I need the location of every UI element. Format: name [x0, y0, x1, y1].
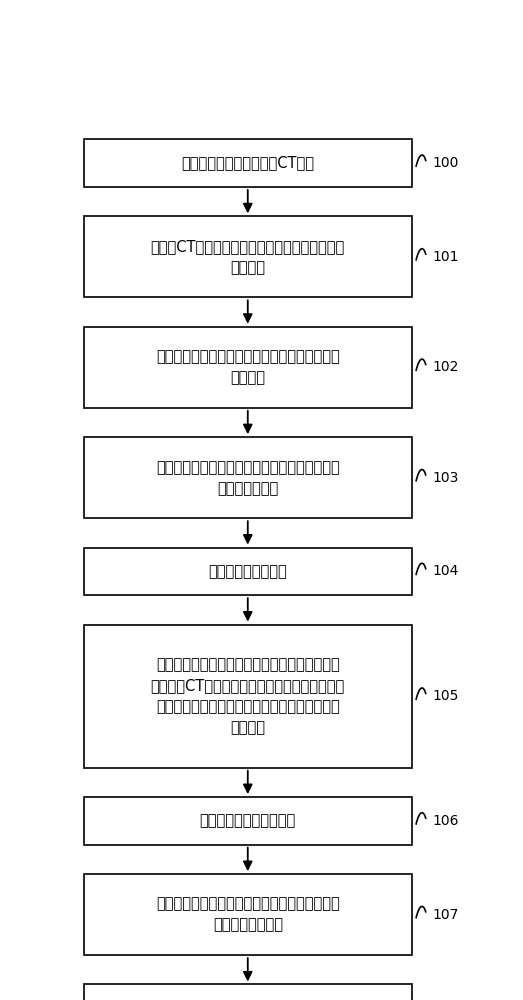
Text: 106: 106: [432, 814, 459, 828]
Text: 将第一CT数据转换成供蒙特卡罗计算程序计算的
模体数据: 将第一CT数据转换成供蒙特卡罗计算程序计算的 模体数据: [151, 239, 345, 275]
Text: 使用放疗计划系统中笔形束算法计算肿瘤病人肺
部的第二CT数据，并从放疗计划系统导出的剂量
文件提取剂量信息，由提取的剂量信息构建三维
剂量数组: 使用放疗计划系统中笔形束算法计算肿瘤病人肺 部的第二CT数据，并从放疗计划系统导…: [151, 657, 345, 735]
Text: 计算模体数据的吸收剂量，获取吸收剂量对应的
特征数组: 计算模体数据的吸收剂量，获取吸收剂量对应的 特征数组: [156, 349, 339, 385]
Text: 对特征数组进行编码: 对特征数组进行编码: [208, 564, 287, 579]
Bar: [84, 216, 412, 297]
Text: 将编码后的三维剂量数组与编码后的特征数组对
应，建立映射关系: 将编码后的三维剂量数组与编码后的特征数组对 应，建立映射关系: [156, 897, 339, 933]
Text: 对三维剂量数组进行编码: 对三维剂量数组进行编码: [200, 813, 296, 828]
Bar: [84, 625, 412, 768]
Bar: [84, 437, 412, 518]
Text: 103: 103: [432, 471, 459, 485]
Text: 107: 107: [432, 908, 459, 922]
Text: 105: 105: [432, 689, 459, 703]
Bar: [84, 548, 412, 595]
Text: 102: 102: [432, 360, 459, 374]
Text: 对特征数组的各元素按照与中心元素的相邻关系
赋予不同的权重: 对特征数组的各元素按照与中心元素的相邻关系 赋予不同的权重: [156, 460, 339, 496]
Text: 获取健康人体肺部的第一CT数据: 获取健康人体肺部的第一CT数据: [181, 156, 314, 171]
Bar: [84, 874, 412, 955]
Text: 100: 100: [432, 156, 459, 170]
Text: 101: 101: [432, 250, 459, 264]
Text: 104: 104: [432, 564, 459, 578]
Bar: [84, 327, 412, 408]
Bar: [84, 139, 412, 187]
Bar: [84, 984, 412, 1000]
Bar: [84, 797, 412, 845]
